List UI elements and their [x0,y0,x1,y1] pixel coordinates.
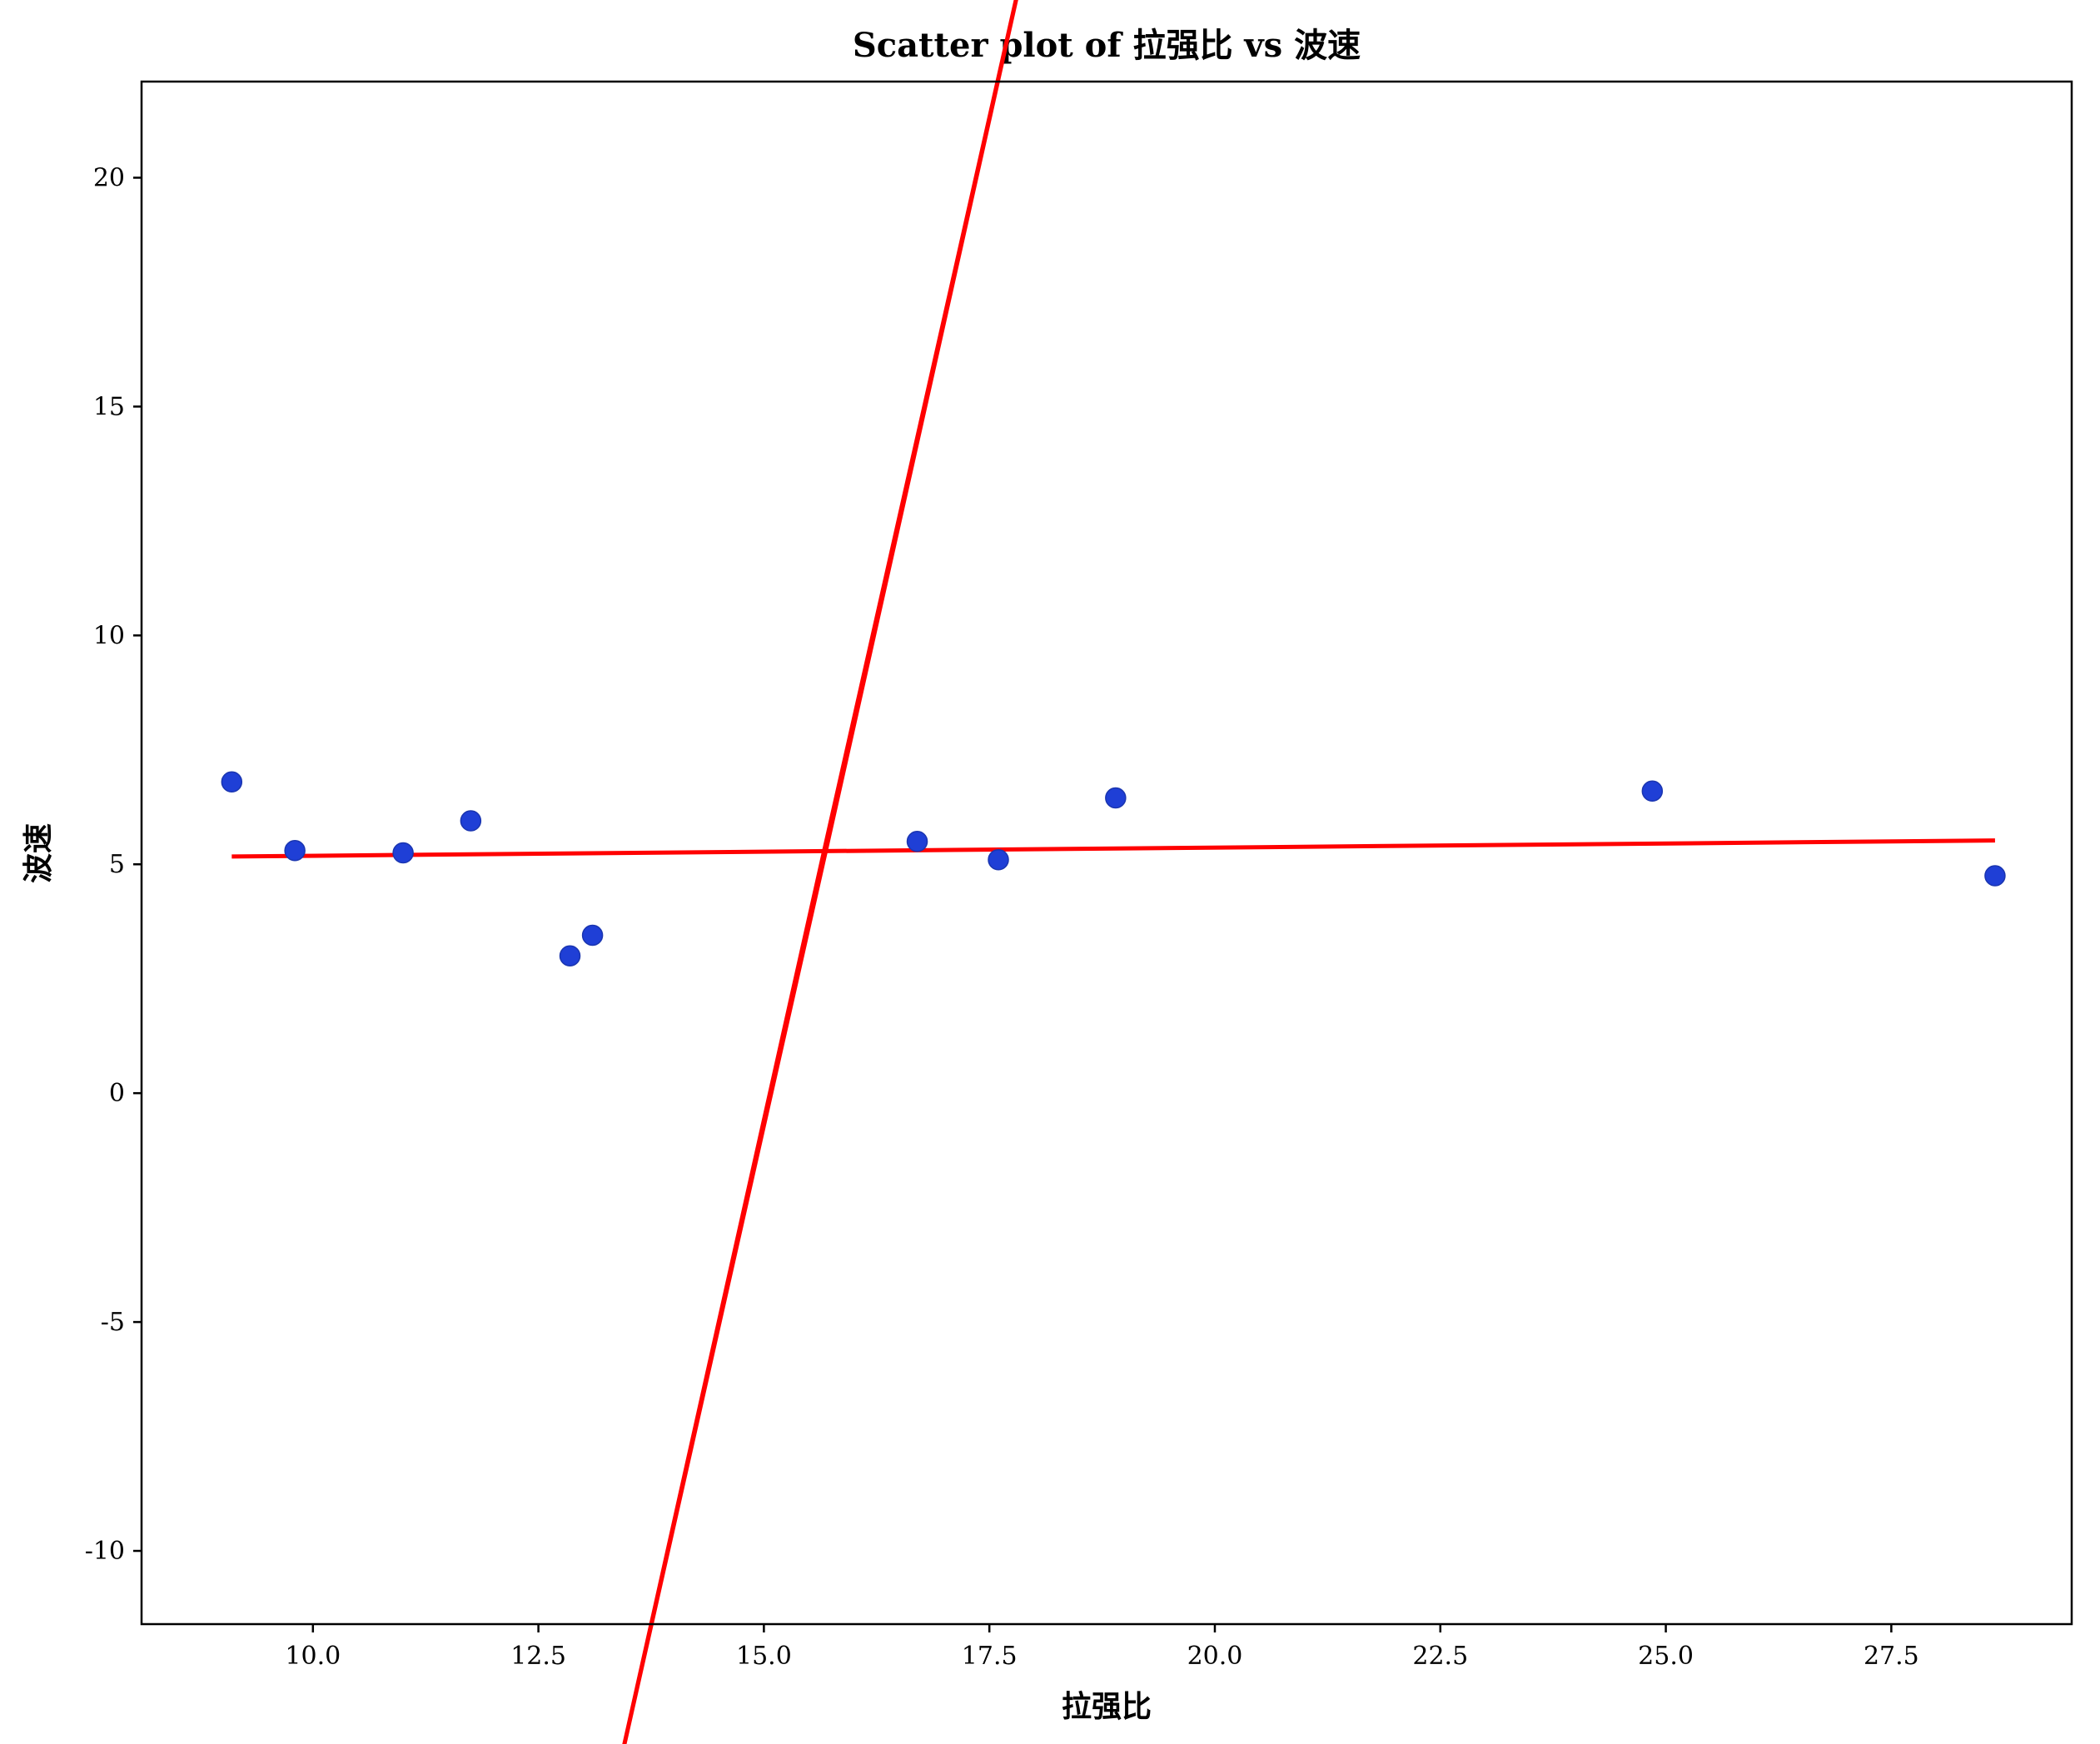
confidence-ellipse-layer [613,0,1037,1744]
trend-line-layer [231,838,1995,859]
data-point [392,842,414,864]
data-points-layer [221,771,2006,966]
data-point [1641,780,1664,802]
x-tick-label: 25.0 [1638,1642,1694,1671]
data-point [460,810,482,832]
x-tick-label: 15.0 [736,1642,792,1671]
x-tick-label: 27.5 [1864,1642,1919,1671]
y-tick-label: 0 [109,1079,125,1108]
data-point [1984,865,2006,887]
x-tick-label: 10.0 [285,1642,341,1671]
y-tick-label: 5 [109,850,125,879]
data-point [581,924,604,947]
data-point [906,831,928,852]
y-tick-label: -10 [85,1537,125,1566]
confidence-ellipse [613,0,1037,1744]
chart-title: Scatter plot of 拉强比 vs 波速 [853,26,1361,65]
x-tick-label: 12.5 [510,1642,566,1671]
plot-frame [140,80,2073,1626]
y-tick-label: 10 [93,621,125,650]
data-point [284,840,306,862]
y-tick-label: -5 [101,1308,125,1337]
x-tick-label: 17.5 [962,1642,1018,1671]
y-axis-label: 波速 [21,823,56,883]
x-tick-label: 22.5 [1412,1642,1468,1671]
data-point [221,771,243,793]
x-axis-ticks: 10.0 12.5 15.0 17.5 20.0 22.5 25.0 27.5 [285,1624,1919,1671]
data-point [559,945,581,966]
y-tick-label: 15 [93,392,125,421]
data-point [988,848,1009,871]
x-axis-label: 拉强比 [1062,1689,1152,1724]
x-tick-label: 20.0 [1187,1642,1243,1671]
trend-line [231,838,1995,859]
y-tick-label: 20 [93,163,125,192]
data-point [1105,787,1127,809]
y-axis-ticks: -10 -5 0 5 10 15 20 [85,163,142,1566]
